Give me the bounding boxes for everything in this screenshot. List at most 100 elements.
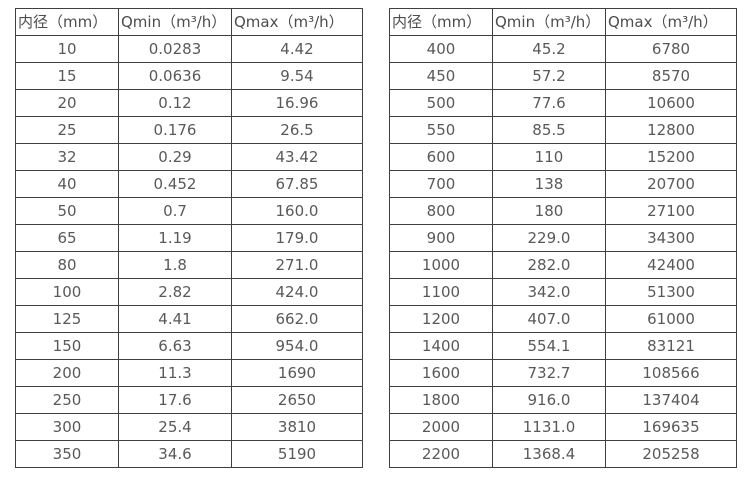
qmax-cell: 108566 — [605, 359, 737, 387]
qmin-cell: 0.176 — [118, 116, 232, 144]
inner-diameter-cell: 1000 — [389, 251, 493, 279]
inner-diameter-cell: 1400 — [389, 332, 493, 360]
qmin-cell: 229.0 — [492, 224, 606, 252]
table-row: 800 180 27100 — [389, 197, 737, 225]
qmin-cell: 85.5 — [492, 116, 606, 144]
qmax-cell: 9.54 — [231, 62, 363, 90]
qmin-cell: 0.7 — [118, 197, 232, 225]
qmin-cell: 554.1 — [492, 332, 606, 360]
inner-diameter-cell: 700 — [389, 170, 493, 198]
qmax-cell: 271.0 — [231, 251, 363, 279]
table-row: 20 0.12 16.96 — [15, 89, 363, 117]
table-row: 250 17.6 2650 — [15, 386, 363, 414]
qmin-cell: 17.6 — [118, 386, 232, 414]
qmax-cell: 42400 — [605, 251, 737, 279]
col-header-inner-diameter: 内径（mm） — [389, 8, 493, 36]
inner-diameter-cell: 800 — [389, 197, 493, 225]
qmax-cell: 205258 — [605, 440, 737, 468]
inner-diameter-cell: 20 — [15, 89, 119, 117]
table-row: 450 57.2 8570 — [389, 62, 737, 90]
qmin-cell: 1.19 — [118, 224, 232, 252]
inner-diameter-cell: 2200 — [389, 440, 493, 468]
inner-diameter-cell: 80 — [15, 251, 119, 279]
table-row: 1100 342.0 51300 — [389, 278, 737, 306]
inner-diameter-cell: 600 — [389, 143, 493, 171]
inner-diameter-cell: 450 — [389, 62, 493, 90]
qmax-cell: 27100 — [605, 197, 737, 225]
table-row: 40 0.452 67.85 — [15, 170, 363, 198]
qmax-cell: 6780 — [605, 35, 737, 63]
qmax-cell: 10600 — [605, 89, 737, 117]
table-row: 25 0.176 26.5 — [15, 116, 363, 144]
qmin-cell: 34.6 — [118, 440, 232, 468]
qmax-cell: 8570 — [605, 62, 737, 90]
table-row: 50 0.7 160.0 — [15, 197, 363, 225]
table-row: 1200 407.0 61000 — [389, 305, 737, 333]
qmin-cell: 0.452 — [118, 170, 232, 198]
inner-diameter-cell: 1100 — [389, 278, 493, 306]
qmin-cell: 110 — [492, 143, 606, 171]
col-header-qmax: Qmax（m³/h） — [605, 8, 737, 36]
qmin-cell: 2.82 — [118, 278, 232, 306]
qmax-cell: 67.85 — [231, 170, 363, 198]
qmin-cell: 25.4 — [118, 413, 232, 441]
table-row: 500 77.6 10600 — [389, 89, 737, 117]
table-row: 100 2.82 424.0 — [15, 278, 363, 306]
qmin-cell: 407.0 — [492, 305, 606, 333]
table-row: 1600 732.7 108566 — [389, 359, 737, 387]
qmax-cell: 424.0 — [231, 278, 363, 306]
inner-diameter-cell: 25 — [15, 116, 119, 144]
table-row: 900 229.0 34300 — [389, 224, 737, 252]
inner-diameter-cell: 125 — [15, 305, 119, 333]
inner-diameter-cell: 550 — [389, 116, 493, 144]
table-row: 150 6.63 954.0 — [15, 332, 363, 360]
qmin-cell: 11.3 — [118, 359, 232, 387]
qmin-cell: 916.0 — [492, 386, 606, 414]
qmax-cell: 662.0 — [231, 305, 363, 333]
inner-diameter-cell: 40 — [15, 170, 119, 198]
qmax-cell: 16.96 — [231, 89, 363, 117]
col-header-inner-diameter: 内径（mm） — [15, 8, 119, 36]
qmin-cell: 1131.0 — [492, 413, 606, 441]
qmax-cell: 3810 — [231, 413, 363, 441]
qmin-cell: 4.41 — [118, 305, 232, 333]
inner-diameter-cell: 100 — [15, 278, 119, 306]
inner-diameter-cell: 1800 — [389, 386, 493, 414]
qmin-cell: 6.63 — [118, 332, 232, 360]
table-row: 32 0.29 43.42 — [15, 143, 363, 171]
qmin-cell: 732.7 — [492, 359, 606, 387]
qmin-cell: 0.0283 — [118, 35, 232, 63]
qmax-cell: 51300 — [605, 278, 737, 306]
inner-diameter-cell: 300 — [15, 413, 119, 441]
inner-diameter-cell: 200 — [15, 359, 119, 387]
inner-diameter-cell: 15 — [15, 62, 119, 90]
qmax-cell: 169635 — [605, 413, 737, 441]
col-header-qmax: Qmax（m³/h） — [231, 8, 363, 36]
table-row: 1800 916.0 137404 — [389, 386, 737, 414]
inner-diameter-cell: 900 — [389, 224, 493, 252]
qmin-cell: 45.2 — [492, 35, 606, 63]
qmax-cell: 20700 — [605, 170, 737, 198]
qmin-cell: 0.29 — [118, 143, 232, 171]
table-row: 2200 1368.4 205258 — [389, 440, 737, 468]
qmax-cell: 2650 — [231, 386, 363, 414]
qmin-cell: 1368.4 — [492, 440, 606, 468]
inner-diameter-cell: 250 — [15, 386, 119, 414]
inner-diameter-cell: 400 — [389, 35, 493, 63]
inner-diameter-cell: 32 — [15, 143, 119, 171]
qmax-cell: 179.0 — [231, 224, 363, 252]
col-header-qmin: Qmin（m³/h） — [492, 8, 606, 36]
table-row: 15 0.0636 9.54 — [15, 62, 363, 90]
qmin-cell: 57.2 — [492, 62, 606, 90]
qmin-cell: 77.6 — [492, 89, 606, 117]
flow-rate-tables-container: 内径（mm） Qmin（m³/h） Qmax（m³/h） 10 0.0283 4.4… — [15, 8, 737, 468]
table-row: 400 45.2 6780 — [389, 35, 737, 63]
col-header-qmin: Qmin（m³/h） — [118, 8, 232, 36]
inner-diameter-cell: 65 — [15, 224, 119, 252]
inner-diameter-cell: 2000 — [389, 413, 493, 441]
table-row: 550 85.5 12800 — [389, 116, 737, 144]
qmin-cell: 138 — [492, 170, 606, 198]
qmax-cell: 12800 — [605, 116, 737, 144]
table-row: 125 4.41 662.0 — [15, 305, 363, 333]
qmax-cell: 83121 — [605, 332, 737, 360]
